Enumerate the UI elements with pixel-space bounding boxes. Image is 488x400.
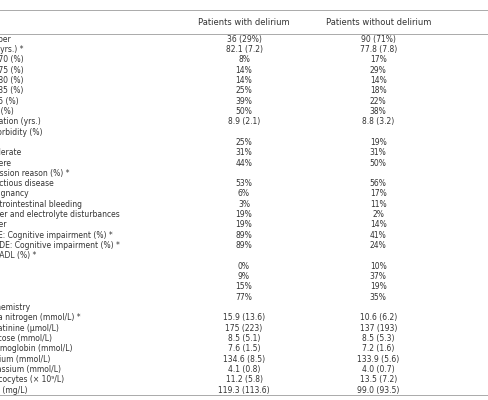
Text: 44%: 44%	[236, 158, 252, 168]
Text: 56%: 56%	[370, 179, 386, 188]
Text: 37%: 37%	[370, 272, 386, 281]
Text: 4.1 (0.8): 4.1 (0.8)	[228, 365, 260, 374]
Text: 11%: 11%	[370, 200, 386, 209]
Text: 14%: 14%	[370, 76, 386, 85]
Text: 80–85 (%): 80–85 (%)	[0, 86, 24, 95]
Text: 35%: 35%	[370, 293, 386, 302]
Text: Katz ADL (%) *: Katz ADL (%) *	[0, 251, 37, 260]
Text: Potassium (mmol/L): Potassium (mmol/L)	[0, 365, 61, 374]
Text: 99.0 (93.5): 99.0 (93.5)	[357, 386, 399, 394]
Text: 31%: 31%	[370, 148, 386, 157]
Text: Gastrointestinal bleeding: Gastrointestinal bleeding	[0, 200, 82, 209]
Text: 175 (223): 175 (223)	[225, 324, 263, 333]
Text: 19%: 19%	[236, 210, 252, 219]
Text: 8.8 (3.2): 8.8 (3.2)	[362, 117, 394, 126]
Text: 82.1 (7.2): 82.1 (7.2)	[225, 45, 263, 54]
Text: Male (%): Male (%)	[0, 107, 14, 116]
Text: 7.6 (1.5): 7.6 (1.5)	[228, 344, 260, 353]
Text: 13.5 (7.2): 13.5 (7.2)	[360, 375, 397, 384]
Text: 38%: 38%	[370, 107, 386, 116]
Text: 19%: 19%	[236, 220, 252, 230]
Text: 77.8 (7.8): 77.8 (7.8)	[360, 45, 397, 54]
Text: Haemoglobin (mmol/L): Haemoglobin (mmol/L)	[0, 344, 73, 353]
Text: 41%: 41%	[370, 231, 386, 240]
Text: 15.9 (13.6): 15.9 (13.6)	[223, 313, 265, 322]
Text: 14%: 14%	[370, 220, 386, 230]
Text: CRP (mg/L): CRP (mg/L)	[0, 386, 28, 394]
Text: 39%: 39%	[236, 96, 252, 106]
Text: 9%: 9%	[238, 272, 250, 281]
Text: 22%: 22%	[370, 96, 386, 106]
Text: Patients with delirium: Patients with delirium	[198, 18, 290, 27]
Text: 2%: 2%	[372, 210, 384, 219]
Text: Number: Number	[0, 35, 11, 44]
Text: 89%: 89%	[236, 241, 252, 250]
Text: 77%: 77%	[236, 293, 252, 302]
Text: Moderate: Moderate	[0, 148, 22, 157]
Text: 7.2 (1.6): 7.2 (1.6)	[362, 344, 394, 353]
Text: ≥ 85 (%): ≥ 85 (%)	[0, 96, 19, 106]
Text: 75–80 (%): 75–80 (%)	[0, 76, 24, 85]
Text: Malignancy: Malignancy	[0, 190, 29, 198]
Text: Glucose (mmol/L): Glucose (mmol/L)	[0, 334, 53, 343]
Text: 8.9 (2.1): 8.9 (2.1)	[228, 117, 260, 126]
Text: Patients without delirium: Patients without delirium	[325, 18, 431, 27]
Text: 17%: 17%	[370, 190, 386, 198]
Text: 133.9 (5.6): 133.9 (5.6)	[357, 354, 399, 364]
Text: 3%: 3%	[238, 200, 250, 209]
Text: 53%: 53%	[236, 179, 252, 188]
Text: 65–70 (%): 65–70 (%)	[0, 55, 24, 64]
Text: Leucocytes (× 10⁹/L): Leucocytes (× 10⁹/L)	[0, 375, 64, 384]
Text: 25%: 25%	[236, 86, 252, 95]
Text: Creatinine (μmol/L): Creatinine (μmol/L)	[0, 324, 60, 333]
Text: 10.6 (6.2): 10.6 (6.2)	[360, 313, 397, 322]
Text: 25%: 25%	[236, 138, 252, 147]
Text: IQCODE: Cognitive impairment (%) *: IQCODE: Cognitive impairment (%) *	[0, 241, 121, 250]
Text: Age (yrs.) *: Age (yrs.) *	[0, 45, 24, 54]
Text: 14%: 14%	[236, 66, 252, 75]
Text: 31%: 31%	[236, 148, 252, 157]
Text: 50%: 50%	[236, 107, 252, 116]
Text: 8%: 8%	[238, 55, 250, 64]
Text: 6%: 6%	[238, 190, 250, 198]
Text: 17%: 17%	[370, 55, 386, 64]
Text: 119.3 (113.6): 119.3 (113.6)	[218, 386, 270, 394]
Text: Urea nitrogen (mmol/L) *: Urea nitrogen (mmol/L) *	[0, 313, 81, 322]
Text: 8.5 (5.3): 8.5 (5.3)	[362, 334, 394, 343]
Text: 10%: 10%	[370, 262, 386, 271]
Text: 36 (29%): 36 (29%)	[226, 35, 262, 44]
Text: Other: Other	[0, 220, 7, 230]
Text: 4.0 (0.7): 4.0 (0.7)	[362, 365, 394, 374]
Text: 8.5 (5.1): 8.5 (5.1)	[228, 334, 260, 343]
Text: 19%: 19%	[370, 282, 386, 291]
Text: Sodium (mmol/L): Sodium (mmol/L)	[0, 354, 51, 364]
Text: 14%: 14%	[236, 76, 252, 85]
Text: Comorbidity (%): Comorbidity (%)	[0, 128, 43, 136]
Text: 50%: 50%	[370, 158, 386, 168]
Text: 0%: 0%	[238, 262, 250, 271]
Text: 70–75 (%): 70–75 (%)	[0, 66, 24, 75]
Text: Water and electrolyte disturbances: Water and electrolyte disturbances	[0, 210, 120, 219]
Text: Education (yrs.): Education (yrs.)	[0, 117, 41, 126]
Text: 24%: 24%	[370, 241, 386, 250]
Text: 134.6 (8.5): 134.6 (8.5)	[223, 354, 265, 364]
Text: 137 (193): 137 (193)	[360, 324, 397, 333]
Text: 29%: 29%	[370, 66, 386, 75]
Text: Mild: Mild	[0, 138, 1, 147]
Text: 18%: 18%	[370, 86, 386, 95]
Text: 90 (71%): 90 (71%)	[361, 35, 396, 44]
Text: 11.2 (5.8): 11.2 (5.8)	[225, 375, 263, 384]
Text: 19%: 19%	[370, 138, 386, 147]
Text: Severe: Severe	[0, 158, 12, 168]
Text: MMSE: Cognitive impairment (%) *: MMSE: Cognitive impairment (%) *	[0, 231, 113, 240]
Text: Infectious disease: Infectious disease	[0, 179, 54, 188]
Text: 89%: 89%	[236, 231, 252, 240]
Text: 15%: 15%	[236, 282, 252, 291]
Text: Biochemistry: Biochemistry	[0, 303, 31, 312]
Text: Admission reason (%) *: Admission reason (%) *	[0, 169, 70, 178]
